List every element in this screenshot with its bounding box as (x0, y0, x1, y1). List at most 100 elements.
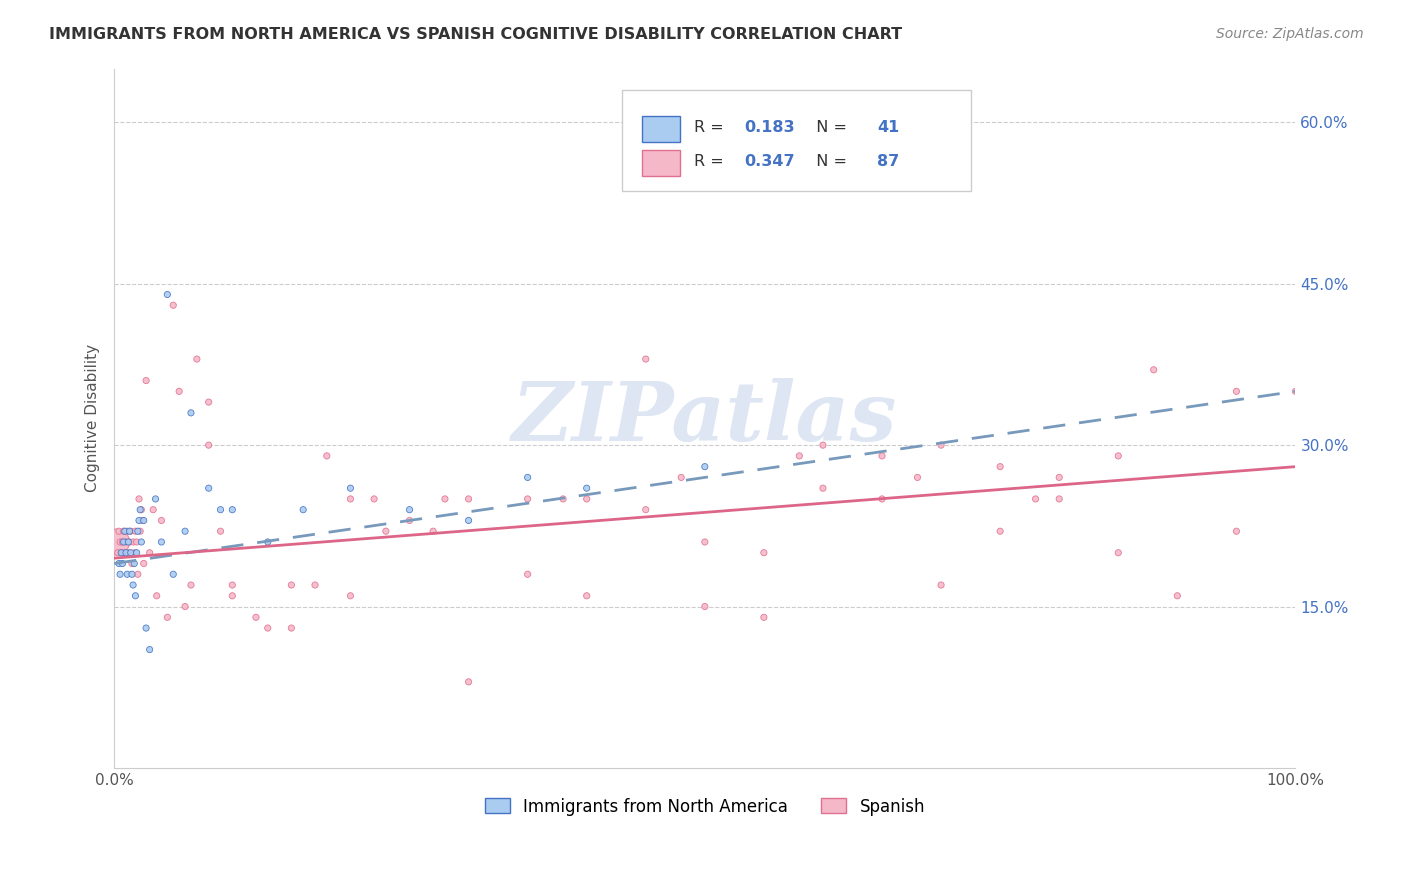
Point (127, 524, 149, 539)
Point (162, 567, 184, 582)
Point (315, 449, 337, 463)
Point (132, 513, 155, 527)
Point (988, 524, 1011, 539)
Point (221, 578, 243, 592)
Text: 0.347: 0.347 (744, 154, 794, 169)
Point (108, 535, 131, 549)
Point (280, 578, 302, 592)
Point (197, 438, 219, 452)
Point (1284, 384, 1306, 399)
Point (752, 610, 775, 624)
Point (111, 557, 134, 571)
Point (115, 535, 138, 549)
Point (256, 535, 278, 549)
Point (125, 546, 148, 560)
Point (398, 502, 420, 516)
Point (1143, 363, 1166, 377)
Point (907, 470, 929, 484)
Point (145, 491, 167, 506)
Text: N =: N = (807, 120, 852, 136)
Point (811, 115, 834, 129)
Point (132, 557, 155, 571)
Point (988, 459, 1011, 474)
Point (1107, 449, 1129, 463)
Point (929, 438, 952, 452)
Point (122, 557, 145, 571)
Point (693, 459, 716, 474)
Point (433, 491, 456, 506)
Point (122, 535, 145, 549)
Point (209, 502, 232, 516)
Point (634, 352, 657, 367)
Point (162, 298, 184, 312)
Point (115, 567, 138, 582)
Point (118, 524, 141, 539)
Point (107, 546, 129, 560)
Point (121, 567, 143, 582)
Point (551, 491, 574, 506)
Point (131, 535, 153, 549)
Point (117, 546, 139, 560)
Point (186, 352, 208, 367)
Point (1225, 384, 1247, 399)
FancyBboxPatch shape (621, 89, 970, 191)
Y-axis label: Cognitive Disability: Cognitive Disability (86, 344, 100, 492)
Point (752, 546, 775, 560)
Legend: Immigrants from North America, Spanish: Immigrants from North America, Spanish (485, 797, 925, 815)
Point (150, 513, 173, 527)
Point (114, 546, 136, 560)
Point (245, 610, 267, 624)
Point (115, 524, 138, 539)
Point (145, 589, 167, 603)
Point (128, 491, 150, 506)
Text: 0.183: 0.183 (744, 120, 794, 136)
Point (110, 546, 132, 560)
Point (221, 502, 243, 516)
Point (167, 384, 190, 399)
Point (125, 535, 148, 549)
Point (575, 491, 598, 506)
Point (870, 449, 893, 463)
Point (1025, 491, 1047, 506)
Point (129, 524, 152, 539)
Point (122, 578, 145, 592)
FancyBboxPatch shape (643, 116, 681, 142)
Point (693, 599, 716, 614)
Point (110, 546, 132, 560)
Point (363, 491, 385, 506)
Point (180, 406, 202, 420)
Point (174, 524, 197, 539)
Point (304, 578, 326, 592)
Point (135, 621, 157, 635)
Point (128, 513, 150, 527)
Text: N =: N = (807, 154, 852, 169)
Point (108, 567, 131, 582)
Point (108, 557, 131, 571)
Point (457, 491, 479, 506)
Point (197, 481, 219, 495)
Point (374, 524, 396, 539)
Point (516, 470, 538, 484)
Point (870, 491, 893, 506)
Point (516, 491, 538, 506)
Point (156, 610, 179, 624)
Point (339, 589, 361, 603)
Point (1047, 470, 1070, 484)
Point (131, 502, 153, 516)
Text: IMMIGRANTS FROM NORTH AMERICA VS SPANISH COGNITIVE DISABILITY CORRELATION CHART: IMMIGRANTS FROM NORTH AMERICA VS SPANISH… (49, 27, 903, 42)
Point (156, 287, 179, 301)
Text: 41: 41 (877, 120, 900, 136)
Point (197, 395, 219, 409)
Point (457, 513, 479, 527)
Point (112, 524, 135, 539)
Point (398, 513, 420, 527)
Point (174, 599, 197, 614)
Point (575, 589, 598, 603)
Point (150, 535, 173, 549)
Point (124, 524, 146, 539)
Point (115, 546, 138, 560)
Point (693, 535, 716, 549)
Point (120, 546, 142, 560)
Point (669, 470, 692, 484)
Point (138, 546, 160, 560)
